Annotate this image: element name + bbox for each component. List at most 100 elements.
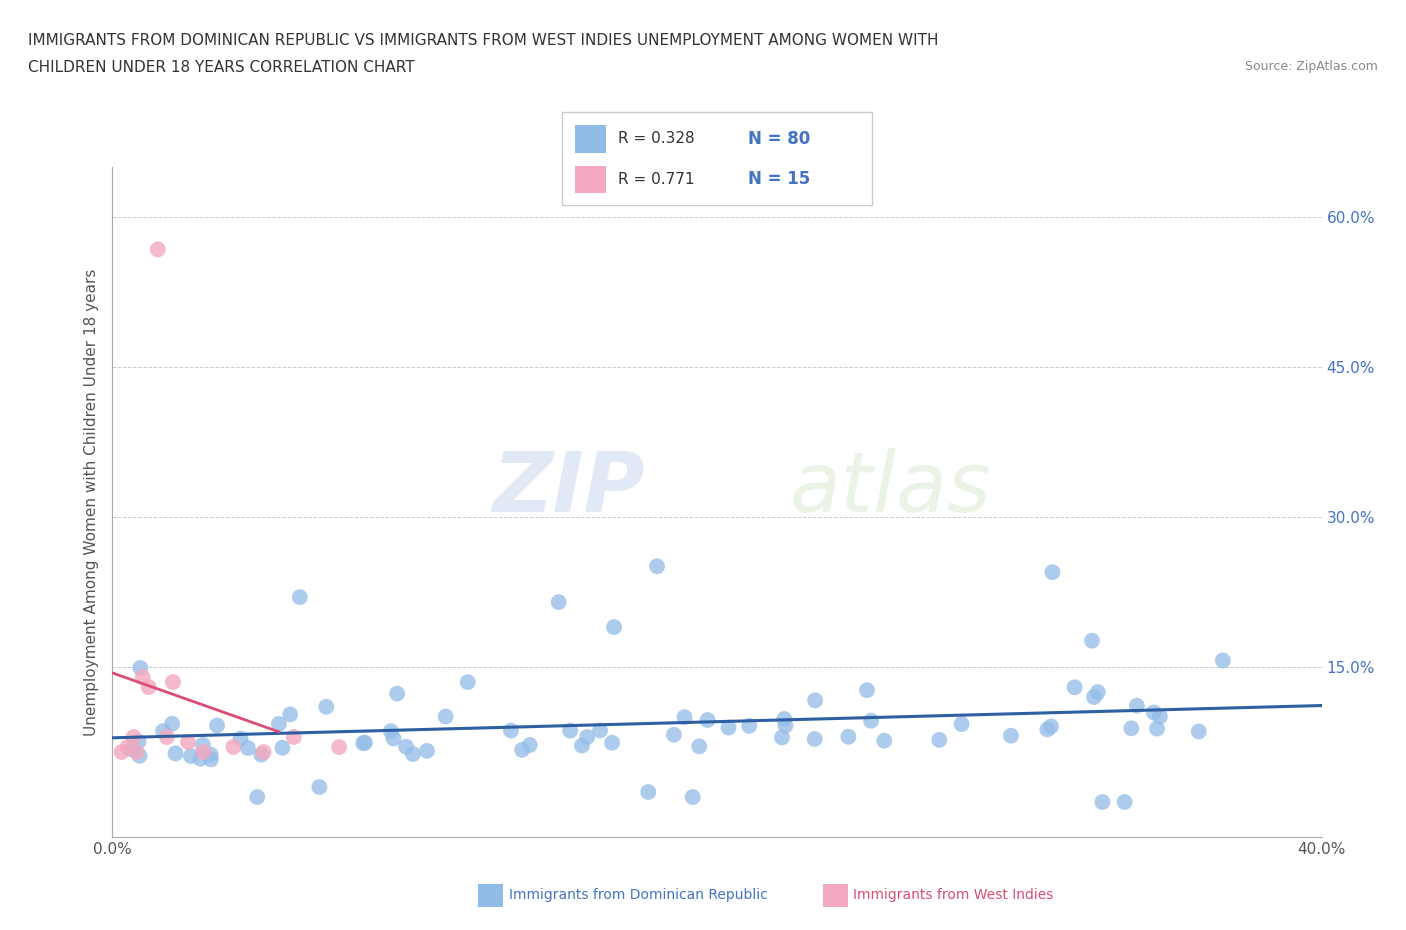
- Point: [1042, 565, 1064, 579]
- Point: [129, 660, 152, 675]
- Text: Source: ZipAtlas.com: Source: ZipAtlas.com: [1244, 60, 1378, 73]
- Point: [1126, 698, 1149, 713]
- Point: [1143, 705, 1166, 720]
- Point: [1212, 653, 1234, 668]
- Point: [200, 751, 222, 766]
- Text: IMMIGRANTS FROM DOMINICAN REPUBLIC VS IMMIGRANTS FROM WEST INDIES UNEMPLOYMENT A: IMMIGRANTS FROM DOMINICAN REPUBLIC VS IM…: [28, 33, 939, 47]
- Point: [571, 738, 593, 753]
- Point: [1188, 724, 1211, 739]
- Point: [205, 718, 228, 733]
- Point: [560, 724, 582, 738]
- Point: [165, 746, 187, 761]
- Point: [873, 733, 896, 748]
- Text: N = 80: N = 80: [748, 129, 810, 148]
- Point: [200, 747, 222, 762]
- Point: [146, 242, 169, 257]
- Point: [152, 724, 174, 738]
- Bar: [575, 125, 606, 153]
- Point: [128, 749, 150, 764]
- FancyBboxPatch shape: [562, 112, 872, 205]
- Point: [775, 718, 797, 733]
- Point: [283, 730, 305, 745]
- Point: [1000, 728, 1022, 743]
- Point: [1114, 794, 1136, 809]
- Point: [860, 713, 883, 728]
- Point: [803, 732, 825, 747]
- Point: [499, 724, 522, 738]
- Text: atlas: atlas: [790, 448, 991, 529]
- Point: [382, 731, 405, 746]
- Point: [1087, 684, 1109, 699]
- Point: [236, 740, 259, 755]
- Point: [308, 779, 330, 794]
- Point: [1149, 709, 1171, 724]
- Point: [1146, 721, 1168, 736]
- Point: [770, 730, 793, 745]
- Point: [950, 717, 973, 732]
- Point: [738, 719, 761, 734]
- Point: [1081, 633, 1104, 648]
- Point: [385, 686, 408, 701]
- Point: [110, 745, 132, 760]
- Point: [416, 743, 439, 758]
- Point: [315, 699, 337, 714]
- Text: Immigrants from West Indies: Immigrants from West Indies: [853, 887, 1054, 902]
- Point: [682, 790, 704, 804]
- Point: [637, 785, 659, 800]
- Point: [402, 747, 425, 762]
- Point: [837, 729, 859, 744]
- Point: [1083, 690, 1105, 705]
- Point: [519, 737, 541, 752]
- Point: [1040, 719, 1063, 734]
- Point: [1063, 680, 1085, 695]
- Point: [267, 716, 290, 731]
- Point: [250, 747, 273, 762]
- Point: [510, 742, 533, 757]
- Point: [352, 736, 374, 751]
- Point: [688, 739, 710, 754]
- Bar: [575, 166, 606, 193]
- Point: [278, 707, 301, 722]
- Point: [773, 711, 796, 726]
- Point: [191, 737, 214, 752]
- Text: CHILDREN UNDER 18 YEARS CORRELATION CHART: CHILDREN UNDER 18 YEARS CORRELATION CHAR…: [28, 60, 415, 75]
- Text: Immigrants from Dominican Republic: Immigrants from Dominican Republic: [509, 887, 768, 902]
- Point: [673, 710, 696, 724]
- Point: [160, 716, 183, 731]
- Point: [246, 790, 269, 804]
- Point: [928, 733, 950, 748]
- Point: [122, 730, 145, 745]
- Point: [138, 680, 160, 695]
- Point: [125, 745, 148, 760]
- Text: ZIP: ZIP: [492, 448, 644, 529]
- Point: [856, 683, 879, 698]
- Point: [229, 731, 252, 746]
- Point: [1091, 794, 1114, 809]
- Point: [589, 723, 612, 737]
- Point: [547, 594, 569, 609]
- Point: [645, 559, 668, 574]
- Point: [328, 739, 350, 754]
- Point: [457, 674, 479, 689]
- Point: [121, 742, 143, 757]
- Text: N = 15: N = 15: [748, 170, 810, 189]
- Point: [177, 735, 200, 750]
- Point: [576, 729, 599, 744]
- Point: [717, 720, 740, 735]
- Text: R = 0.771: R = 0.771: [619, 172, 695, 187]
- Point: [603, 619, 626, 634]
- Point: [191, 745, 214, 760]
- Point: [1121, 721, 1143, 736]
- Y-axis label: Unemployment Among Women with Children Under 18 years: Unemployment Among Women with Children U…: [84, 269, 100, 736]
- Point: [132, 670, 155, 684]
- Point: [380, 724, 402, 738]
- Point: [696, 712, 718, 727]
- Point: [288, 590, 311, 604]
- Point: [662, 727, 685, 742]
- Point: [600, 736, 623, 751]
- Point: [128, 734, 150, 749]
- Point: [162, 674, 184, 689]
- Point: [271, 740, 294, 755]
- Point: [222, 739, 245, 754]
- Point: [190, 751, 212, 766]
